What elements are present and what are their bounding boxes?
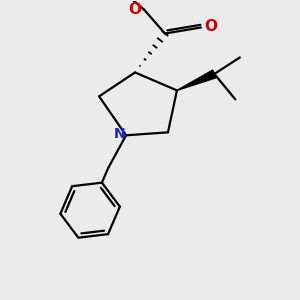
Text: N: N (114, 127, 125, 141)
Text: O: O (204, 19, 217, 34)
Text: O: O (128, 2, 142, 17)
Polygon shape (177, 70, 216, 90)
